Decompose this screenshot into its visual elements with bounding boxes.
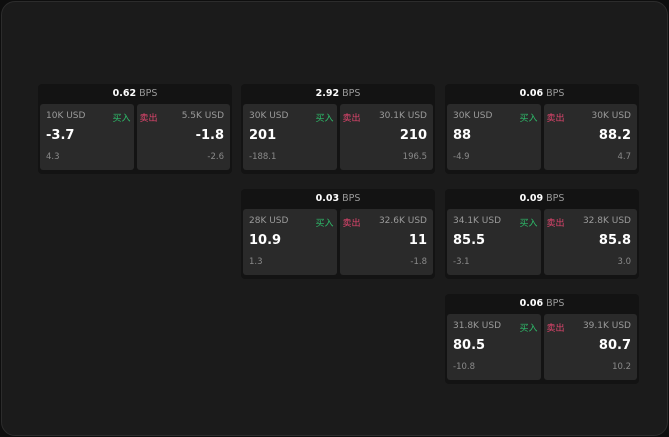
sell-panel[interactable]: 卖出 30.1K USD 210 196.5: [339, 104, 433, 170]
sell-label: 卖出: [546, 324, 565, 334]
buy-label: 买入: [519, 219, 538, 229]
sell-label: 卖出: [546, 219, 565, 229]
spread-value: 0.03: [315, 193, 340, 204]
buy-label: 买入: [315, 114, 334, 124]
spread-unit: BPS: [342, 88, 361, 99]
spread-header: 2.92 BPS: [241, 84, 435, 104]
sell-quantity: 32.6K USD: [378, 216, 427, 226]
sell-quantity: 5.5K USD: [181, 111, 224, 121]
sell-quantity: 30.1K USD: [378, 111, 427, 121]
sell-change: -1.8: [410, 257, 427, 267]
buy-panel[interactable]: 10K USD 买入 -3.7 4.3: [40, 104, 134, 170]
spread-header: 0.62 BPS: [38, 84, 232, 104]
sell-change: 10.2: [612, 362, 631, 372]
buy-quantity: 31.8K USD: [453, 321, 502, 331]
sell-change: 3.0: [617, 257, 631, 267]
spread-unit: BPS: [546, 193, 565, 204]
sell-price: 80.7: [598, 338, 631, 353]
buy-price: 10.9: [249, 233, 282, 248]
spread-value: 2.92: [315, 88, 340, 99]
spread-unit: BPS: [139, 88, 158, 99]
buy-panel[interactable]: 28K USD 买入 10.9 1.3: [243, 209, 337, 275]
buy-panel[interactable]: 34.1K USD 买入 85.5 -3.1: [447, 209, 541, 275]
sell-price: 85.8: [598, 233, 631, 248]
sell-label: 卖出: [139, 114, 158, 124]
spread-unit: BPS: [546, 88, 565, 99]
sell-price: 210: [399, 128, 427, 143]
buy-label: 买入: [112, 114, 131, 124]
quote-card: 0.06 BPS 30K USD 买入 88 -4.9 卖出 30K USD 88…: [445, 84, 639, 174]
sell-panel[interactable]: 卖出 5.5K USD -1.8 -2.6: [136, 104, 230, 170]
quote-card: 2.92 BPS 30K USD 买入 201 -188.1 卖出 30.1K U…: [241, 84, 435, 174]
buy-change: 4.3: [46, 152, 60, 162]
buy-price: 88: [453, 128, 472, 143]
quote-card: 0.62 BPS 10K USD 买入 -3.7 4.3 卖出 5.5K USD …: [38, 84, 232, 174]
buy-label: 买入: [519, 324, 538, 334]
buy-quantity: 34.1K USD: [453, 216, 502, 226]
spread-unit: BPS: [546, 298, 565, 309]
buy-quantity: 30K USD: [249, 111, 289, 121]
sell-panel[interactable]: 卖出 32.6K USD 11 -1.8: [339, 209, 433, 275]
buy-change: -188.1: [249, 152, 277, 162]
spread-value: 0.06: [519, 88, 544, 99]
sell-quantity: 30K USD: [591, 111, 631, 121]
sell-change: -2.6: [207, 152, 224, 162]
sell-label: 卖出: [342, 219, 361, 229]
buy-panel[interactable]: 30K USD 买入 201 -188.1: [243, 104, 337, 170]
sell-price: -1.8: [195, 128, 224, 143]
buy-change: -3.1: [453, 257, 470, 267]
buy-change: -4.9: [453, 152, 470, 162]
buy-panel[interactable]: 30K USD 买入 88 -4.9: [447, 104, 541, 170]
sell-label: 卖出: [342, 114, 361, 124]
buy-panel[interactable]: 31.8K USD 买入 80.5 -10.8: [447, 314, 541, 380]
spread-header: 0.06 BPS: [445, 294, 639, 314]
sell-price: 88.2: [598, 128, 631, 143]
buy-price: -3.7: [46, 128, 75, 143]
spread-header: 0.06 BPS: [445, 84, 639, 104]
buy-label: 买入: [519, 114, 538, 124]
buy-label: 买入: [315, 219, 334, 229]
sell-quantity: 32.8K USD: [582, 216, 631, 226]
buy-price: 80.5: [453, 338, 486, 353]
buy-quantity: 28K USD: [249, 216, 289, 226]
sell-price: 11: [408, 233, 427, 248]
buy-quantity: 30K USD: [453, 111, 493, 121]
sell-label: 卖出: [546, 114, 565, 124]
spread-header: 0.03 BPS: [241, 189, 435, 209]
spread-unit: BPS: [342, 193, 361, 204]
sell-change: 4.7: [617, 152, 631, 162]
buy-change: -10.8: [453, 362, 475, 372]
quote-card: 0.03 BPS 28K USD 买入 10.9 1.3 卖出 32.6K USD…: [241, 189, 435, 279]
sell-quantity: 39.1K USD: [582, 321, 631, 331]
spread-value: 0.09: [519, 193, 544, 204]
spread-value: 0.62: [112, 88, 137, 99]
buy-price: 201: [249, 128, 277, 143]
buy-change: 1.3: [249, 257, 263, 267]
sell-panel[interactable]: 卖出 32.8K USD 85.8 3.0: [543, 209, 637, 275]
sell-change: 196.5: [402, 152, 427, 162]
buy-price: 85.5: [453, 233, 486, 248]
quote-card: 0.06 BPS 31.8K USD 买入 80.5 -10.8 卖出 39.1K…: [445, 294, 639, 384]
spread-value: 0.06: [519, 298, 544, 309]
spread-header: 0.09 BPS: [445, 189, 639, 209]
quote-card: 0.09 BPS 34.1K USD 买入 85.5 -3.1 卖出 32.8K …: [445, 189, 639, 279]
sell-panel[interactable]: 卖出 39.1K USD 80.7 10.2: [543, 314, 637, 380]
sell-panel[interactable]: 卖出 30K USD 88.2 4.7: [543, 104, 637, 170]
buy-quantity: 10K USD: [46, 111, 86, 121]
